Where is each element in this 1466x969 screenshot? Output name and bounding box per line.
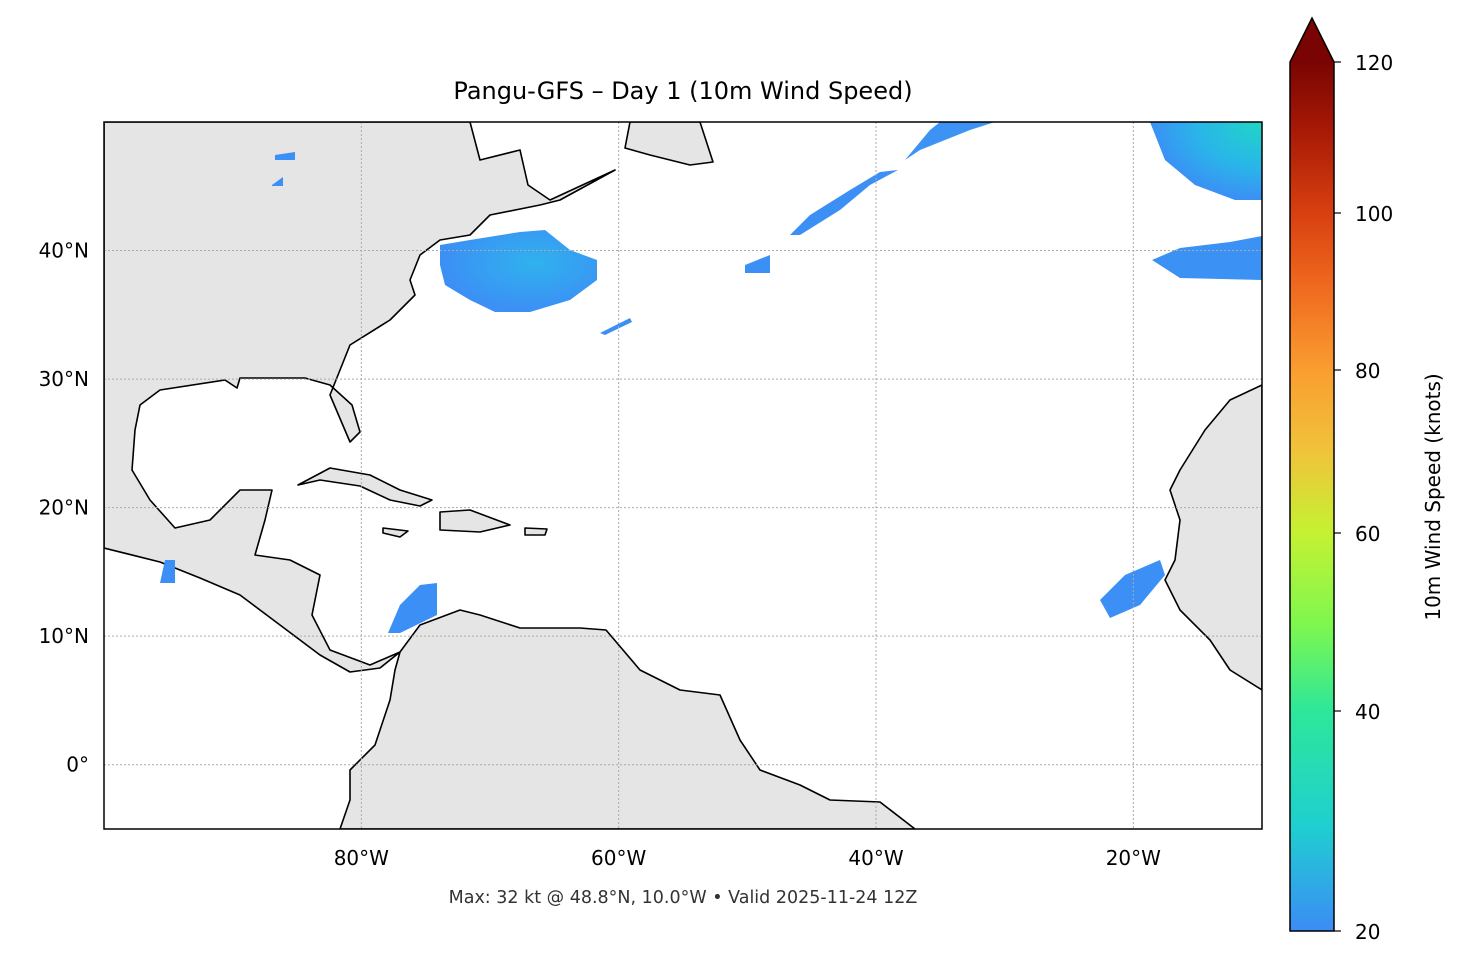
colorbar-tick-label: 100 <box>1355 202 1393 226</box>
map-frame <box>103 121 1263 830</box>
land-north-america <box>104 122 616 673</box>
colorbar-tick-label: 120 <box>1355 51 1393 75</box>
x-tick-label: 60°W <box>591 846 646 870</box>
footer-annotation: Max: 32 kt @ 48.8°N, 10.0°W • Valid 2025… <box>449 888 918 908</box>
colorbar-tick-label: 80 <box>1355 359 1380 383</box>
y-tick-label: 30°N <box>39 367 89 391</box>
colorbar-tick-label: 40 <box>1355 700 1380 724</box>
land-newfoundland <box>624 122 714 166</box>
x-tick-label: 80°W <box>334 846 389 870</box>
chart-title: Pangu-GFS – Day 1 (10m Wind Speed) <box>453 77 912 105</box>
land-africa <box>1164 384 1262 691</box>
wind-speed-region <box>388 583 437 633</box>
y-tick-label: 40°N <box>39 239 89 263</box>
x-axis: 80°W 60°W 40°W 20°W <box>334 846 1161 870</box>
wind-speed-region <box>1150 122 1262 200</box>
y-tick-label: 0° <box>66 753 89 777</box>
wind-speed-region <box>600 318 632 335</box>
wind-speed-region <box>745 255 770 273</box>
wind-speed-region <box>1100 560 1165 618</box>
land-south-america <box>339 609 916 829</box>
colorbar-outline <box>1289 16 1335 932</box>
wind-speed-region <box>160 560 175 583</box>
colorbar: 20 40 60 80 100 120 10m Wind Speed (knots) <box>1289 16 1445 944</box>
colorbar-label: 10m Wind Speed (knots) <box>1421 373 1445 620</box>
map-area <box>104 122 1262 829</box>
wind-speed-region <box>790 170 898 235</box>
wind-speed-region <box>905 122 995 160</box>
x-tick-label: 20°W <box>1106 846 1161 870</box>
y-axis: 40°N 30°N 20°N 10°N 0° <box>39 239 89 777</box>
land-puerto-rico <box>524 527 548 536</box>
y-tick-label: 10°N <box>39 624 89 648</box>
y-tick-label: 20°N <box>39 496 89 520</box>
wind-speed-region <box>1152 236 1262 280</box>
colorbar-extend-arrow <box>1290 18 1334 62</box>
land-jamaica <box>382 527 409 538</box>
colorbar-tick-label: 20 <box>1355 920 1380 944</box>
wind-speed-region <box>272 177 283 186</box>
land-cuba <box>297 467 433 507</box>
land-hispaniola <box>439 509 511 533</box>
x-tick-label: 40°W <box>848 846 903 870</box>
wind-speed-region <box>275 152 295 160</box>
colorbar-tick-label: 60 <box>1355 522 1380 546</box>
colorbar-gradient <box>1290 62 1334 931</box>
